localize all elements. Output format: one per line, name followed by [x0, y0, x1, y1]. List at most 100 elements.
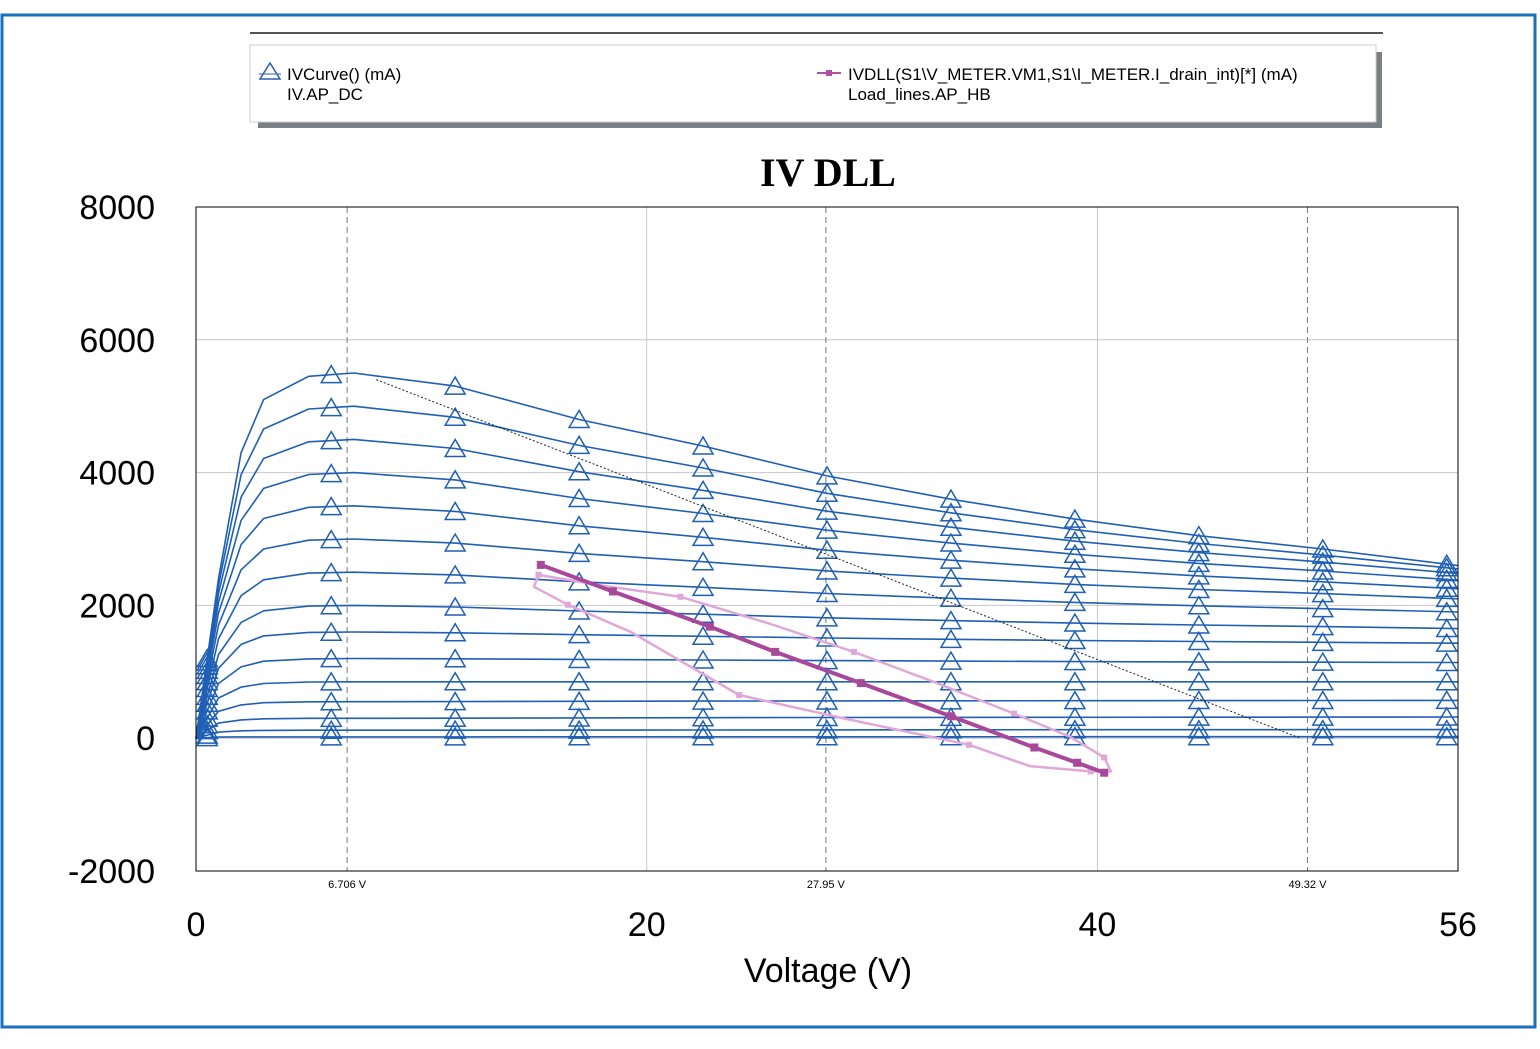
iv-curve — [195, 681, 1458, 739]
iv-marker-triangle — [1187, 671, 1211, 691]
iv-marker-triangle — [691, 435, 715, 455]
legend-label-ivdll: IVDLL(S1\V_METER.VM1,S1\I_METER.I_drain_… — [848, 65, 1298, 84]
iv-marker-triangle — [443, 648, 467, 668]
iv-marker-triangle — [443, 622, 467, 642]
iv-marker-triangle — [567, 542, 591, 563]
iv-marker-triangle — [1063, 719, 1087, 739]
loadline-point — [536, 560, 545, 569]
vertical-marker-label: 49.32 V — [1289, 879, 1328, 891]
iv-marker-triangle — [319, 364, 343, 384]
iv-marker-triangle — [1435, 719, 1459, 739]
iv-marker-triangle — [691, 625, 715, 646]
iv-marker-triangle — [691, 649, 715, 669]
loadline-loop-point — [1087, 768, 1094, 775]
y-tick-label: 0 — [136, 720, 155, 758]
iv-curve — [195, 657, 1459, 739]
loadline-loop-point — [1101, 754, 1108, 761]
iv-marker-triangle — [195, 692, 219, 712]
iv-marker-triangle — [443, 532, 467, 552]
iv-marker-triangle — [567, 726, 591, 746]
iv-marker-triangle — [319, 707, 343, 728]
iv-marker-triangle — [319, 648, 343, 668]
iv-marker-triangle — [1435, 651, 1459, 672]
iv-marker-triangle — [1187, 719, 1211, 739]
iv-marker-triangle — [1311, 571, 1335, 591]
iv-marker-triangle — [939, 610, 963, 630]
iv-marker-triangle — [443, 406, 467, 427]
iv-marker-triangle — [815, 583, 839, 603]
iv-marker-triangle — [195, 685, 219, 706]
loadline-loop-point — [851, 648, 858, 655]
x-tick-label: 40 — [1079, 906, 1117, 944]
iv-curve — [195, 538, 1459, 739]
iv-marker-triangle — [195, 700, 219, 720]
loadline-point — [1073, 758, 1082, 767]
loadline-point — [1030, 743, 1039, 752]
iv-marker-triangle — [691, 707, 715, 727]
iv-marker-triangle — [939, 587, 963, 608]
iv-marker-triangle — [1311, 551, 1335, 571]
iv-marker-triangle — [1187, 595, 1211, 615]
iv-marker-triangle — [691, 526, 715, 547]
iv-marker-triangle — [691, 551, 715, 571]
loadline-loop-point — [1011, 710, 1018, 717]
iv-marker-triangle — [567, 409, 591, 429]
iv-marker-triangle — [1311, 560, 1335, 580]
iv-marker-triangle — [319, 719, 343, 739]
iv-marker-triangle — [691, 719, 715, 739]
iv-marker-triangle — [815, 719, 839, 739]
loadline-loop-point — [535, 571, 542, 578]
iv-marker-triangle — [1063, 543, 1087, 564]
loadline-loop-point — [965, 741, 972, 748]
chart-frame — [0, 13, 1537, 1029]
iv-marker-triangle — [195, 678, 219, 698]
y-tick-label: -2000 — [68, 853, 155, 891]
loadline-point — [705, 622, 714, 631]
iv-marker-triangle — [815, 519, 839, 539]
iv-marker-triangle — [1435, 557, 1459, 577]
grid — [196, 207, 1458, 871]
iv-marker-triangle — [1063, 651, 1087, 671]
iv-curve — [195, 716, 1459, 739]
iv-curve — [195, 438, 1459, 739]
plot-area — [195, 364, 1459, 777]
iv-marker-triangle — [1311, 651, 1335, 671]
legend-triangle-icon — [258, 61, 282, 80]
x-axis-label: Voltage (V) — [744, 952, 912, 990]
iv-marker-triangle — [1435, 617, 1459, 638]
y-tick-label: 6000 — [79, 322, 155, 360]
iv-marker-triangle — [443, 500, 467, 521]
iv-marker-triangle — [319, 397, 343, 417]
iv-marker-triangle — [1435, 632, 1459, 652]
iv-marker-triangle — [1311, 671, 1335, 691]
iv-marker-triangle — [815, 500, 839, 520]
tick-labels: 8000 6000 4000 2000 0 -2000 0 20 40 56 6.706 V 27.9… — [68, 189, 1477, 944]
y-tick-label: 8000 — [79, 189, 155, 227]
iv-marker-triangle — [1435, 568, 1459, 589]
iv-marker-triangle — [567, 461, 591, 481]
iv-curve — [195, 728, 1458, 739]
vertical-marker-label: 6.706 V — [328, 879, 367, 891]
vertical-marker-label: 27.95 V — [807, 879, 846, 891]
loadline-point — [1100, 768, 1109, 777]
iv-marker-triangle — [443, 596, 467, 616]
iv-marker-triangle — [1063, 630, 1087, 650]
iv-curve — [195, 372, 1459, 739]
loadline-loop — [532, 573, 1113, 773]
iv-marker-triangle — [1187, 533, 1211, 553]
iv-curve — [195, 735, 1458, 739]
iv-marker-triangle — [1311, 631, 1335, 652]
iv-curve — [195, 699, 1459, 739]
loadline-loop-point — [677, 593, 684, 600]
iv-curve — [195, 631, 1459, 739]
iv-marker-triangle — [1435, 577, 1459, 597]
iv-marker-triangle — [939, 567, 963, 587]
iv-marker-triangle — [195, 720, 219, 740]
iv-marker-triangle — [443, 671, 467, 691]
legend-sublabel-ivdll: Load_lines.AP_HB — [848, 85, 991, 104]
iv-marker-triangle — [443, 564, 467, 584]
iv-marker-triangle — [195, 671, 219, 691]
legend-square-icon — [826, 70, 832, 76]
y-tick-label: 2000 — [79, 587, 155, 625]
